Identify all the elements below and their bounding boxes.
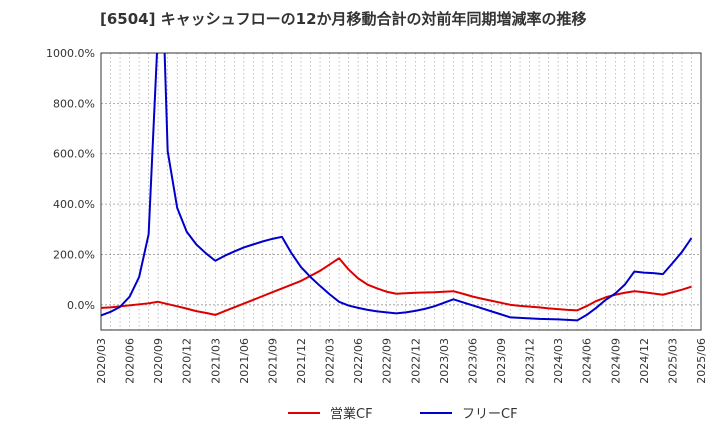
x-tick-label: 2020/06: [124, 338, 137, 384]
x-tick-label: 2023/03: [438, 338, 451, 384]
x-tick-label: 2020/09: [152, 338, 165, 384]
x-tick-label: 2023/09: [495, 338, 508, 384]
legend-label: 営業CF: [330, 406, 373, 422]
series-line: [101, 257, 692, 316]
y-tick-label: 200.0%: [53, 248, 95, 261]
x-tick-label: 2021/09: [266, 338, 279, 384]
series-line: [101, 53, 693, 322]
legend-label: フリーCF: [462, 407, 518, 422]
plot-frame: [100, 52, 702, 331]
x-axis-ticks: 2020/03 2020/06 2020/09 2020/12 2021/03 2021/…: [95, 338, 708, 384]
x-tick-label: 2024/06: [581, 338, 594, 384]
y-axis-ticks: 0.0% 200.0% 400.0% 600.0% 800.0% 1000.0%: [46, 47, 95, 312]
chart-title: [6504] キャッシュフローの12か月移動合計の対前年同期増減率の推移: [100, 10, 587, 28]
legend: 営業CF フリーCF: [288, 406, 518, 422]
x-tick-label: 2020/03: [95, 338, 108, 384]
x-tick-label: 2023/06: [466, 338, 479, 384]
y-tick-label: 1000.0%: [46, 47, 95, 60]
y-tick-label: 0.0%: [67, 299, 95, 312]
x-tick-label: 2025/03: [666, 338, 679, 384]
x-tick-label: 2023/12: [524, 338, 537, 384]
x-tick-label: 2021/12: [295, 338, 308, 384]
y-tick-label: 800.0%: [53, 97, 95, 110]
x-tick-label: 2022/12: [409, 338, 422, 384]
y-tick-label: 400.0%: [53, 198, 95, 211]
x-tick-label: 2021/03: [209, 338, 222, 384]
x-tick-label: 2021/06: [238, 338, 251, 384]
x-tick-label: 2024/03: [552, 338, 565, 384]
x-tick-label: 2024/12: [638, 338, 651, 384]
y-tick-label: 600.0%: [53, 148, 95, 161]
x-tick-label: 2020/12: [181, 338, 194, 384]
x-tick-label: 2022/03: [324, 338, 337, 384]
series-layer: [101, 53, 693, 322]
x-tick-label: 2024/09: [609, 338, 622, 384]
x-tick-label: 2022/06: [352, 338, 365, 384]
x-tick-label: 2025/06: [695, 338, 708, 384]
x-tick-label: 2022/09: [381, 338, 394, 384]
grid-layer: [101, 52, 701, 330]
